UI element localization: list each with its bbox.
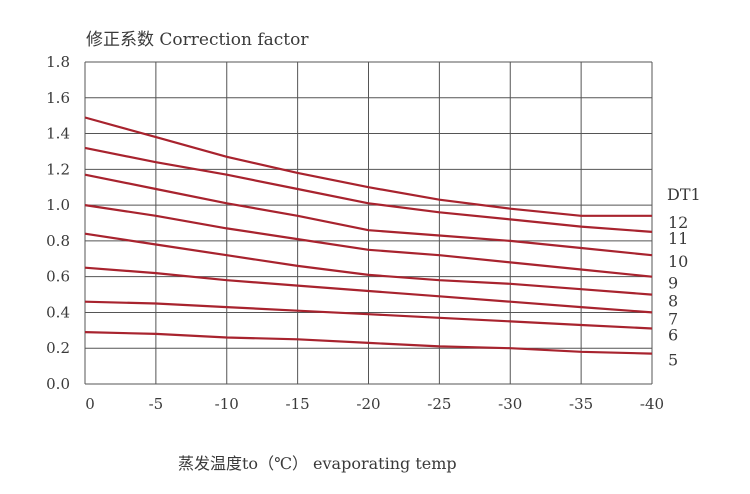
y-tick-label: 1.8 [46, 53, 70, 71]
series-line-11 [84, 146, 653, 233]
x-tick-label: -35 [569, 395, 593, 413]
series-line-10 [84, 173, 653, 257]
y-tick-label: 0.8 [46, 232, 70, 250]
legend-title: DT1 [667, 185, 701, 204]
y-tick-label: 1.6 [46, 89, 70, 107]
series-label-12: 12 [668, 213, 688, 232]
series-line-5 [84, 331, 653, 355]
series-label-8: 8 [668, 292, 678, 311]
series-label-9: 9 [668, 274, 678, 293]
x-tick-label: -10 [215, 395, 239, 413]
series-label-6: 6 [668, 326, 678, 345]
plot-grid [84, 61, 653, 385]
x-axis-label: 蒸发温度to（℃） evaporating temp [178, 454, 457, 473]
y-tick-label: 1.4 [46, 125, 70, 143]
series-line-8 [84, 232, 653, 296]
x-tick-label: -30 [498, 395, 522, 413]
series-line-7 [84, 266, 653, 314]
series-label-11: 11 [668, 229, 688, 248]
y-tick-label: 1.2 [46, 160, 70, 178]
x-tick-label: -40 [640, 395, 664, 413]
y-tick-label: 0.6 [46, 268, 70, 286]
series-line-9 [84, 204, 653, 278]
series-label-5: 5 [668, 351, 678, 370]
x-tick-label: -5 [149, 395, 164, 413]
y-tick-label: 0.0 [46, 375, 70, 393]
x-tick-label: -25 [427, 395, 451, 413]
chart-title: 修正系数 Correction factor [86, 30, 309, 50]
y-axis-ticks: 0.0 0.2 0.4 0.6 0.8 1.0 1.2 1.4 1.6 1.8 [46, 53, 70, 393]
series-label-10: 10 [668, 252, 688, 271]
series-line-12 [84, 116, 652, 217]
y-tick-label: 1.0 [46, 196, 70, 214]
series-lines [84, 116, 653, 355]
series-label-7: 7 [668, 309, 678, 328]
series-line-6 [84, 300, 653, 330]
y-tick-label: 0.4 [46, 303, 70, 321]
y-tick-label: 0.2 [46, 339, 70, 357]
x-tick-label: 0 [85, 395, 95, 413]
x-tick-label: -20 [356, 395, 380, 413]
x-axis-ticks: 0 -5 -10 -15 -20 -25 -30 -35 -40 [85, 395, 664, 413]
x-tick-label: -15 [286, 395, 310, 413]
